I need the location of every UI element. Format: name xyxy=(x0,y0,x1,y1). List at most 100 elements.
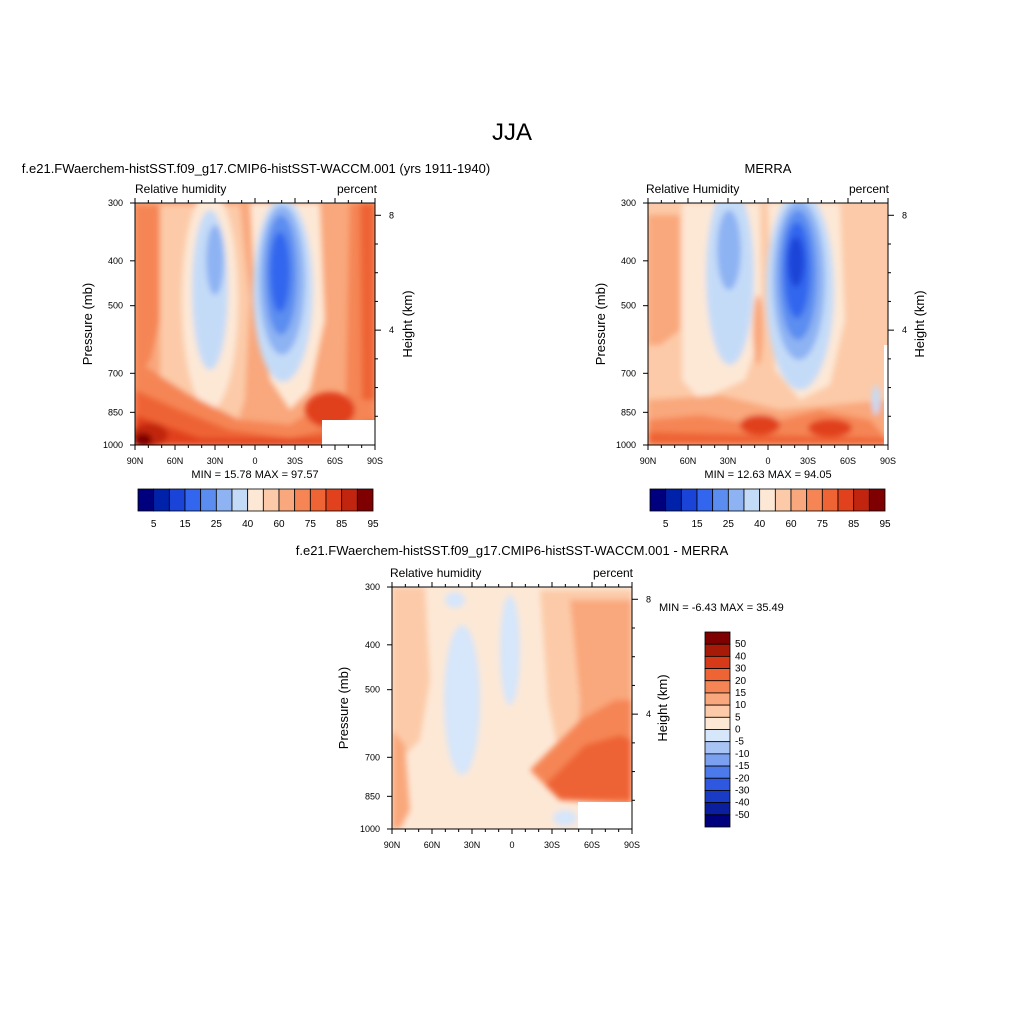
colorbar-swatch xyxy=(704,753,731,767)
panel-diff-right-label: percent xyxy=(593,566,634,580)
y2-tick-label: 4 xyxy=(389,325,394,335)
colorbar-label: 75 xyxy=(817,519,829,530)
panel-model-y-axis: 300 400 500 700 850 1000 xyxy=(103,198,135,450)
panel-model: f.e21.FWaerchem-histSST.f09_g17.CMIP6-hi… xyxy=(22,161,490,530)
panel-merra-x-axis: 90N 60N 30N 0 30S 60S 90S xyxy=(640,198,896,466)
colorbar-swatch xyxy=(704,668,731,682)
page-title: JJA xyxy=(492,119,532,146)
colorbar-swatch xyxy=(184,488,202,512)
colorbar-label: 25 xyxy=(211,519,223,530)
y-tick-label: 700 xyxy=(621,368,636,378)
x-tick-label: 90S xyxy=(367,456,383,466)
panel-merra-right-label: percent xyxy=(849,182,890,196)
colorbar-label: 60 xyxy=(273,519,285,530)
x-tick-label: 90N xyxy=(384,840,401,850)
panel-merra-colorbar: 5 15 25 40 60 75 85 95 xyxy=(649,488,891,530)
colorbar-swatch xyxy=(704,704,731,718)
panel-model-ylabel: Pressure (mb) xyxy=(80,283,95,365)
colorbar-swatch xyxy=(853,488,870,512)
x-tick-label: 90S xyxy=(880,456,896,466)
panel-model-field xyxy=(135,203,375,445)
colorbar-swatch xyxy=(704,802,731,816)
y-tick-label: 300 xyxy=(621,198,636,208)
colorbar-swatch xyxy=(309,488,327,512)
x-tick-label: 30S xyxy=(287,456,303,466)
panel-merra-stats: MIN = 12.63 MAX = 94.05 xyxy=(704,469,831,481)
y-tick-label: 700 xyxy=(108,368,123,378)
x-tick-label: 90N xyxy=(640,456,657,466)
colorbar-label: 75 xyxy=(305,519,317,530)
colorbar-swatch xyxy=(704,692,731,706)
panel-diff-title: f.e21.FWaerchem-histSST.f09_g17.CMIP6-hi… xyxy=(296,543,729,558)
x-tick-label: 0 xyxy=(509,840,514,850)
colorbar-swatch xyxy=(649,488,667,512)
panel-merra: MERRA Relative Humidity percent xyxy=(593,161,927,530)
y2-tick-label: 8 xyxy=(646,594,651,604)
panel-model-y2label: Height (km) xyxy=(400,290,415,357)
x-tick-label: 60N xyxy=(680,456,697,466)
panel-diff-field xyxy=(392,587,632,829)
y2-tick-label: 8 xyxy=(902,210,907,220)
x-tick-label: 30S xyxy=(800,456,816,466)
colorbar-label: 10 xyxy=(735,700,747,711)
panel-merra-title: MERRA xyxy=(745,161,792,176)
x-tick-label: 60S xyxy=(840,456,856,466)
panel-diff-y2-axis: 84 xyxy=(632,594,651,801)
colorbar-swatch xyxy=(200,488,217,512)
x-tick-label: 0 xyxy=(252,456,257,466)
colorbar-swatch xyxy=(704,741,731,755)
panel-diff-y-axis: 300 400 500 700 850 1000 xyxy=(360,582,392,834)
panel-model-right-label: percent xyxy=(337,182,378,196)
colorbar-swatch xyxy=(743,488,761,512)
x-tick-label: 30N xyxy=(720,456,737,466)
colorbar-label: 85 xyxy=(336,519,348,530)
y-tick-label: 500 xyxy=(365,685,380,695)
colorbar-swatch xyxy=(704,814,731,828)
colorbar-swatch xyxy=(774,488,792,512)
colorbar-label: -15 xyxy=(735,761,750,772)
panel-model-y2-axis: 84 xyxy=(375,210,394,417)
panel-model-left-label: Relative humidity xyxy=(135,182,226,196)
colorbar-swatch xyxy=(704,643,731,657)
y-tick-label: 400 xyxy=(621,256,636,266)
panel-merra-y-axis: 300 400 500 700 850 1000 xyxy=(616,198,648,450)
panel-model-title: f.e21.FWaerchem-histSST.f09_g17.CMIP6-hi… xyxy=(22,161,490,176)
colorbar-swatch xyxy=(704,680,731,694)
colorbar-swatch xyxy=(680,488,698,512)
colorbar-label: -10 xyxy=(735,749,750,760)
colorbar-swatch xyxy=(215,488,233,512)
x-tick-label: 30N xyxy=(207,456,224,466)
colorbar-swatch xyxy=(704,765,731,779)
x-tick-label: 0 xyxy=(765,456,770,466)
x-tick-label: 90S xyxy=(624,840,640,850)
panel-diff-y2label: Height (km) xyxy=(655,674,670,741)
y-tick-label: 1000 xyxy=(360,824,380,834)
colorbar-swatch xyxy=(137,488,155,512)
x-tick-label: 60S xyxy=(584,840,600,850)
x-tick-label: 30S xyxy=(544,840,560,850)
y2-tick-label: 4 xyxy=(902,325,907,335)
colorbar-label: 30 xyxy=(735,664,747,675)
y-tick-label: 850 xyxy=(365,791,380,801)
y-tick-label: 500 xyxy=(621,301,636,311)
colorbar-label: 15 xyxy=(691,519,703,530)
y-tick-label: 400 xyxy=(108,256,123,266)
colorbar-label: 40 xyxy=(735,651,747,662)
colorbar-label: 5 xyxy=(663,519,669,530)
colorbar-label: 95 xyxy=(879,519,891,530)
x-tick-label: 30N xyxy=(464,840,481,850)
colorbar-label: 40 xyxy=(754,519,766,530)
colorbar-label: 0 xyxy=(735,725,741,736)
colorbar-swatch xyxy=(294,488,311,512)
panel-model-stats: MIN = 15.78 MAX = 97.57 xyxy=(191,469,318,481)
x-tick-label: 90N xyxy=(127,456,144,466)
colorbar-swatch xyxy=(704,655,731,669)
panel-diff: f.e21.FWaerchem-histSST.f09_g17.CMIP6-hi… xyxy=(296,543,784,850)
colorbar-label: 5 xyxy=(735,712,741,723)
y-tick-label: 850 xyxy=(108,407,123,417)
colorbar-swatch xyxy=(696,488,714,512)
colorbar-label: 15 xyxy=(179,519,191,530)
colorbar-swatch xyxy=(790,488,808,512)
panel-model-x-axis: 90N 60N 30N 0 30S 60S 90S xyxy=(127,198,383,466)
x-tick-label: 60S xyxy=(327,456,343,466)
